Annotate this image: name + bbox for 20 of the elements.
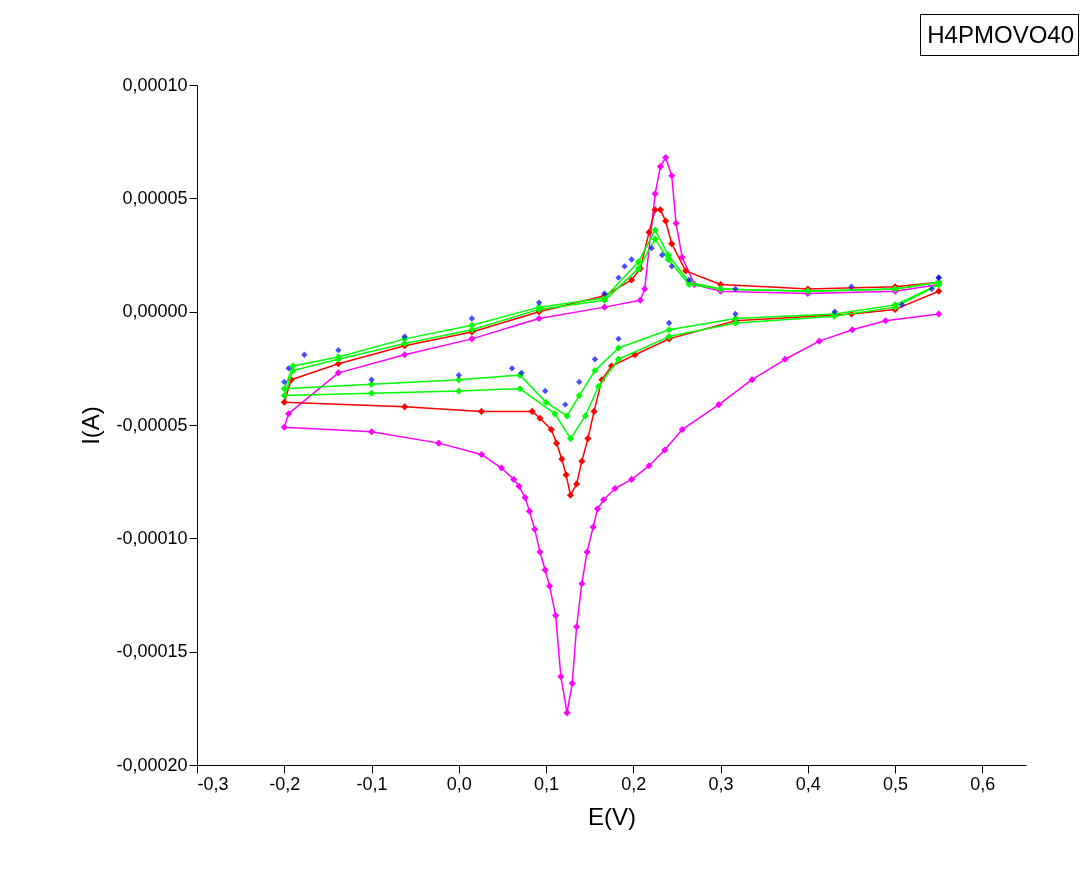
x-tick-label: 0,3 (708, 773, 734, 794)
x-tick-label: 0,1 (534, 773, 560, 794)
y-tick-label: 0,00010 (122, 74, 188, 95)
x-tick-label: -0,1 (356, 773, 388, 794)
chart-title: H4PMOVO40 (920, 14, 1079, 56)
x-tick-label: -0,3 (197, 773, 229, 794)
x-axis-title: E(V) (588, 802, 636, 830)
x-tick-label: -0,2 (269, 773, 301, 794)
y-tick-label: -0,00020 (116, 754, 188, 775)
x-tick-label: 0,5 (883, 773, 909, 794)
y-tick-label: -0,00005 (116, 414, 188, 435)
y-tick-label: -0,00010 (116, 527, 188, 548)
y-tick-label: -0,00015 (116, 641, 188, 662)
x-tick-label: 0,6 (970, 773, 996, 794)
y-axis-title: I(A) (77, 406, 105, 445)
x-tick-label: 0,0 (446, 773, 472, 794)
x-tick-label: 0,2 (621, 773, 647, 794)
y-tick-label: 0,00005 (122, 187, 188, 208)
x-tick-label: 0,4 (795, 773, 821, 794)
y-tick-label: 0,00000 (122, 301, 188, 322)
